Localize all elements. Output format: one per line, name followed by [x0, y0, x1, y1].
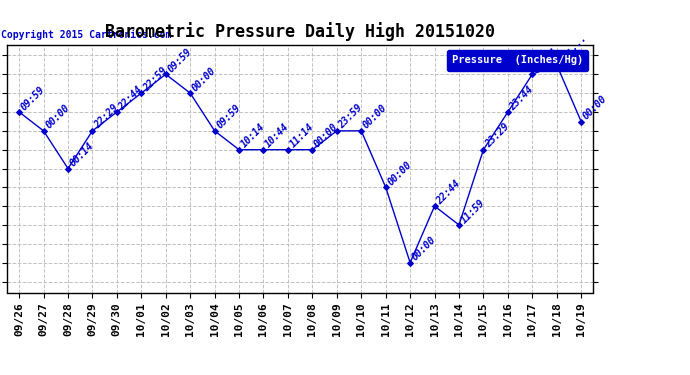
Pressure  (Inches/Hg): [480, 147, 488, 152]
Pressure  (Inches/Hg): [259, 147, 268, 152]
Text: 22:59: 22:59: [141, 65, 169, 93]
Pressure  (Inches/Hg): [382, 185, 390, 189]
Pressure  (Inches/Hg): [455, 223, 463, 227]
Text: 00:00: 00:00: [410, 235, 438, 262]
Pressure  (Inches/Hg): [406, 260, 414, 265]
Pressure  (Inches/Hg): [504, 110, 512, 114]
Text: 00:00: 00:00: [43, 103, 71, 131]
Pressure  (Inches/Hg): [88, 129, 97, 133]
Pressure  (Inches/Hg): [553, 63, 561, 67]
Pressure  (Inches/Hg): [333, 129, 341, 133]
Text: 10:14: 10:14: [239, 122, 267, 150]
Pressure  (Inches/Hg): [357, 129, 366, 133]
Pressure  (Inches/Hg): [308, 147, 317, 152]
Text: 00:14: 00:14: [68, 141, 96, 168]
Line: Pressure  (Inches/Hg): Pressure (Inches/Hg): [17, 63, 583, 265]
Text: 22:44: 22:44: [117, 84, 145, 112]
Text: 00:00: 00:00: [190, 65, 218, 93]
Text: 09:59: 09:59: [19, 84, 47, 112]
Text: 11:14: 11:14: [288, 122, 316, 150]
Pressure  (Inches/Hg): [528, 72, 536, 76]
Pressure  (Inches/Hg): [112, 110, 121, 114]
Text: 00:00: 00:00: [362, 103, 389, 131]
Pressure  (Inches/Hg): [431, 204, 439, 209]
Pressure  (Inches/Hg): [15, 110, 23, 114]
Text: 09:14: 09:14: [532, 46, 560, 74]
Pressure  (Inches/Hg): [39, 129, 48, 133]
Text: 23:44: 23:44: [508, 84, 535, 112]
Text: 22:29: 22:29: [92, 103, 120, 131]
Pressure  (Inches/Hg): [284, 147, 292, 152]
Text: 10:44: 10:44: [264, 122, 291, 150]
Text: 22:44: 22:44: [435, 178, 462, 206]
Legend: Pressure  (Inches/Hg): Pressure (Inches/Hg): [446, 50, 588, 70]
Text: 09:59: 09:59: [166, 46, 194, 74]
Text: 00:00: 00:00: [386, 159, 413, 187]
Text: 23:59: 23:59: [337, 103, 364, 131]
Pressure  (Inches/Hg): [235, 147, 243, 152]
Pressure  (Inches/Hg): [137, 91, 146, 95]
Text: 09:59: 09:59: [215, 103, 242, 131]
Text: Copyright 2015 Cartronics.com: Copyright 2015 Cartronics.com: [1, 30, 171, 40]
Text: 10:...: 10:...: [557, 33, 589, 65]
Title: Barometric Pressure Daily High 20151020: Barometric Pressure Daily High 20151020: [105, 22, 495, 40]
Text: 11:59: 11:59: [459, 197, 487, 225]
Pressure  (Inches/Hg): [210, 129, 219, 133]
Text: 00:00: 00:00: [581, 94, 609, 122]
Pressure  (Inches/Hg): [186, 91, 195, 95]
Pressure  (Inches/Hg): [161, 72, 170, 76]
Pressure  (Inches/Hg): [577, 119, 585, 124]
Pressure  (Inches/Hg): [64, 166, 72, 171]
Text: 23:29: 23:29: [484, 122, 511, 150]
Text: 00:00: 00:00: [313, 122, 340, 150]
